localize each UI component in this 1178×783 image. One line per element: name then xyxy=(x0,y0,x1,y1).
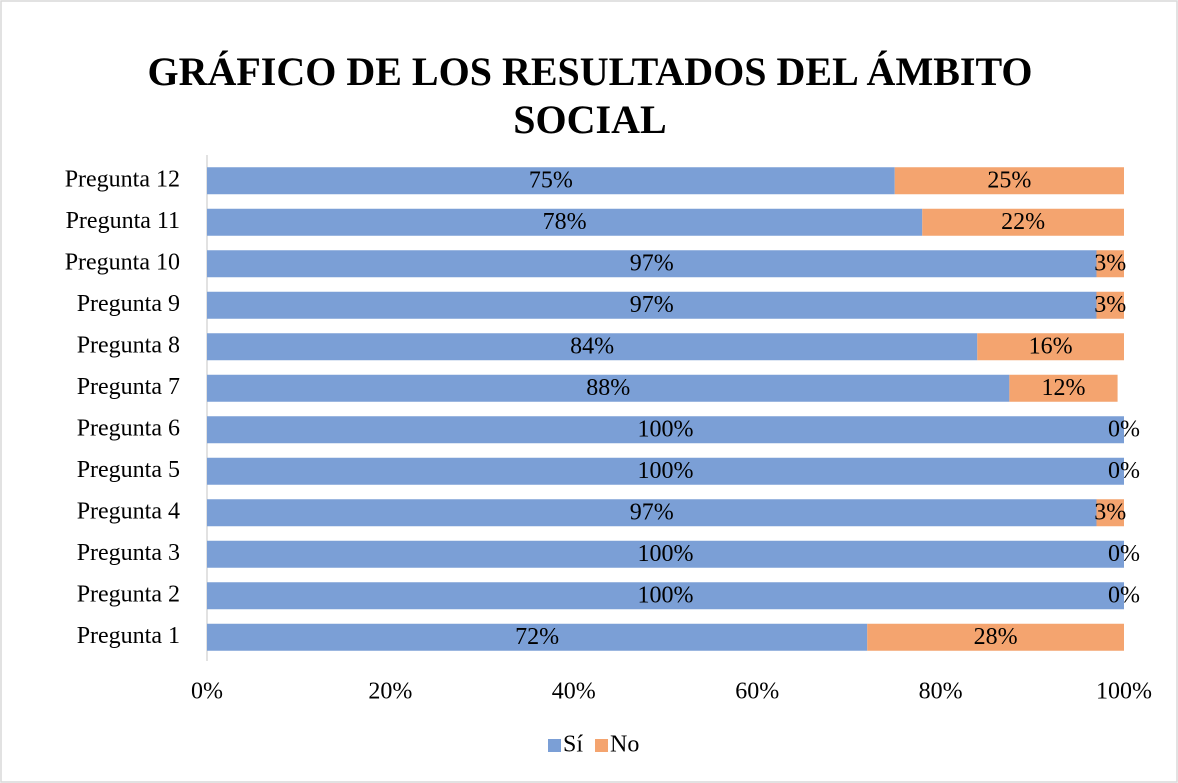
bar-segment xyxy=(207,333,978,361)
x-tick-label: 80% xyxy=(919,679,963,705)
y-tick-label: Pregunta 12 xyxy=(65,166,180,192)
bar-segment xyxy=(207,457,1124,485)
bar-segment xyxy=(1096,250,1124,278)
bar-segment xyxy=(922,208,1124,236)
data-label: 97% xyxy=(630,292,674,318)
legend-swatch xyxy=(595,739,609,752)
data-label: 28% xyxy=(974,624,1018,650)
bar-segment xyxy=(1096,499,1124,527)
data-label: 0% xyxy=(1108,541,1140,567)
y-tick-label: Pregunta 10 xyxy=(65,249,180,275)
data-label: 12% xyxy=(1041,375,1085,401)
data-label: 100% xyxy=(638,416,694,442)
x-tick-label: 100% xyxy=(1096,679,1152,705)
bar-segment xyxy=(867,623,1124,651)
y-tick-label: Pregunta 6 xyxy=(77,415,180,441)
data-label: 100% xyxy=(638,541,694,567)
y-tick-label: Pregunta 9 xyxy=(77,291,180,317)
data-label: 22% xyxy=(1001,209,1045,235)
bar-segment xyxy=(977,333,1124,361)
bar-segment xyxy=(207,167,895,195)
bar-segment xyxy=(894,167,1124,195)
bar-segment xyxy=(207,250,1097,278)
data-label: 0% xyxy=(1108,416,1140,442)
y-tick-label: Pregunta 2 xyxy=(77,581,180,607)
y-tick-label: Pregunta 8 xyxy=(77,332,180,358)
bar-segment xyxy=(207,582,1124,610)
bar-segment xyxy=(207,540,1124,568)
bar-segment xyxy=(1009,374,1118,402)
data-label: 16% xyxy=(1029,333,1073,359)
data-label: 75% xyxy=(529,167,573,193)
y-tick-label: Pregunta 1 xyxy=(77,623,180,649)
data-label: 72% xyxy=(515,624,559,650)
data-label: 3% xyxy=(1094,499,1126,525)
data-label: 0% xyxy=(1108,582,1140,608)
data-label: 97% xyxy=(630,250,674,276)
y-tick-label: Pregunta 4 xyxy=(77,498,180,524)
data-label: 100% xyxy=(638,582,694,608)
data-label: 3% xyxy=(1094,250,1126,276)
chart-title: GRÁFICO DE LOS RESULTADOS DEL ÁMBITO xyxy=(147,49,1032,94)
data-label: 97% xyxy=(630,499,674,525)
data-label: 78% xyxy=(543,209,587,235)
data-label: 100% xyxy=(638,458,694,484)
legend-swatch xyxy=(548,739,561,752)
data-label: 0% xyxy=(1108,458,1140,484)
x-tick-label: 60% xyxy=(735,679,779,705)
x-tick-label: 0% xyxy=(191,679,223,705)
data-label: 84% xyxy=(570,333,614,359)
bar-segment xyxy=(1096,291,1124,319)
y-tick-label: Pregunta 3 xyxy=(77,540,180,566)
chart-title: SOCIAL xyxy=(513,97,666,142)
bar-segment xyxy=(207,623,868,651)
bar-segment xyxy=(207,374,1010,402)
y-tick-label: Pregunta 5 xyxy=(77,457,180,483)
bar-segment xyxy=(207,208,923,236)
y-tick-label: Pregunta 7 xyxy=(77,374,180,400)
bar-segment xyxy=(207,416,1124,444)
y-tick-label: Pregunta 11 xyxy=(66,208,180,234)
bar-segment xyxy=(207,499,1097,527)
data-label: 88% xyxy=(586,375,630,401)
data-label: 25% xyxy=(987,167,1031,193)
x-tick-label: 20% xyxy=(368,679,412,705)
x-tick-label: 40% xyxy=(552,679,596,705)
bar-segment xyxy=(207,291,1097,319)
legend-label: Sí xyxy=(563,732,583,758)
legend-label: No xyxy=(610,732,639,758)
data-label: 3% xyxy=(1094,292,1126,318)
